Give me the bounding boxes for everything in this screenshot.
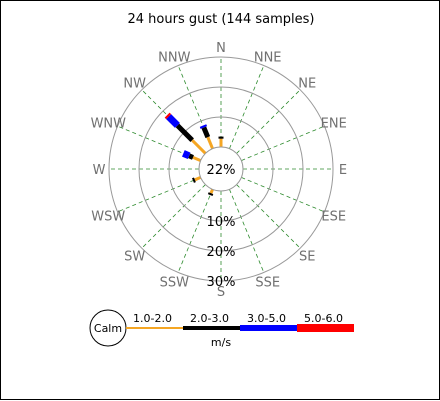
ring-label-1: 10%	[207, 215, 236, 230]
direction-labels: N NNE NE ENE E ESE SE SSE S SSW SW WSW W WNW NW NNW	[91, 41, 348, 300]
ring-label-3: 30%	[207, 275, 236, 290]
direction-label-nw: NW	[123, 77, 146, 92]
ring-labels: 10% 20% 30%	[207, 215, 236, 290]
direction-label-ene: ENE	[321, 116, 347, 131]
calm-percent: 22%	[207, 163, 236, 178]
spoke-ene	[241, 125, 325, 161]
spoke-sw	[141, 184, 206, 249]
spoke-ese	[241, 177, 325, 213]
spoke-sse	[229, 189, 265, 273]
direction-label-w: W	[93, 163, 106, 178]
legend-label-5.0-6.0: 5.0-6.0	[304, 312, 343, 325]
direction-label-ne: NE	[298, 77, 316, 92]
direction-label-wnw: WNW	[91, 116, 127, 131]
rose-petals	[164, 112, 224, 197]
petal-nw-5.0-6.0	[164, 112, 172, 120]
petal-nnw-3.0-5.0	[199, 124, 208, 129]
ring-2	[138, 86, 304, 252]
petal-wsw-1.0-2.0	[194, 176, 202, 182]
direction-label-nnw: NNW	[158, 50, 190, 65]
direction-label-sw: SW	[124, 249, 145, 264]
direction-label-nne: NNE	[254, 50, 282, 65]
ring-1	[168, 116, 274, 222]
legend-label-2.0-3.0: 2.0-3.0	[190, 312, 229, 325]
chart-title: 24 hours gust (144 samples)	[128, 12, 315, 27]
petal-wnw-1.0-2.0	[192, 156, 202, 162]
direction-label-ese: ESE	[321, 210, 346, 225]
spoke-wsw	[117, 177, 201, 213]
petal-ssw-1.0-2.0	[209, 188, 214, 194]
legend-unit: m/s	[211, 336, 231, 349]
direction-label-wsw: WSW	[91, 210, 125, 225]
petal-nnw-2.0-3.0	[201, 126, 211, 139]
legend: Calm m/s 1.0-2.0 2.0-3.0 3.0-5.0 5.0-6.0	[89, 309, 354, 349]
direction-label-n: N	[216, 41, 226, 56]
spoke-se	[236, 184, 301, 249]
direction-label-ssw: SSW	[160, 276, 190, 291]
ring-label-2: 20%	[207, 245, 236, 260]
spoke-ne	[236, 89, 301, 154]
direction-label-sse: SSE	[255, 276, 280, 291]
petal-wnw-2.0-3.0	[188, 153, 194, 160]
petal-wsw-2.0-3.0	[192, 177, 196, 183]
petal-nw-3.0-5.0	[166, 114, 180, 128]
petal-wnw-3.0-5.0	[182, 150, 191, 160]
legend-label-3.0-5.0: 3.0-5.0	[247, 312, 286, 325]
petal-nnw-1.0-2.0	[206, 136, 214, 150]
petal-nw-1.0-2.0	[191, 139, 207, 155]
petal-nw-2.0-3.0	[175, 123, 194, 142]
calm-circle	[198, 146, 244, 192]
direction-label-se: SE	[299, 249, 315, 264]
spoke-ssw	[177, 189, 213, 273]
spoke-nne	[229, 65, 265, 149]
legend-label-1.0-2.0: 1.0-2.0	[133, 312, 172, 325]
direction-label-e: E	[339, 163, 347, 178]
legend-calm-label: Calm	[94, 322, 122, 335]
direction-label-s: S	[217, 285, 225, 300]
petal-ssw-2.0-3.0	[207, 192, 214, 197]
ring-3	[108, 56, 334, 282]
